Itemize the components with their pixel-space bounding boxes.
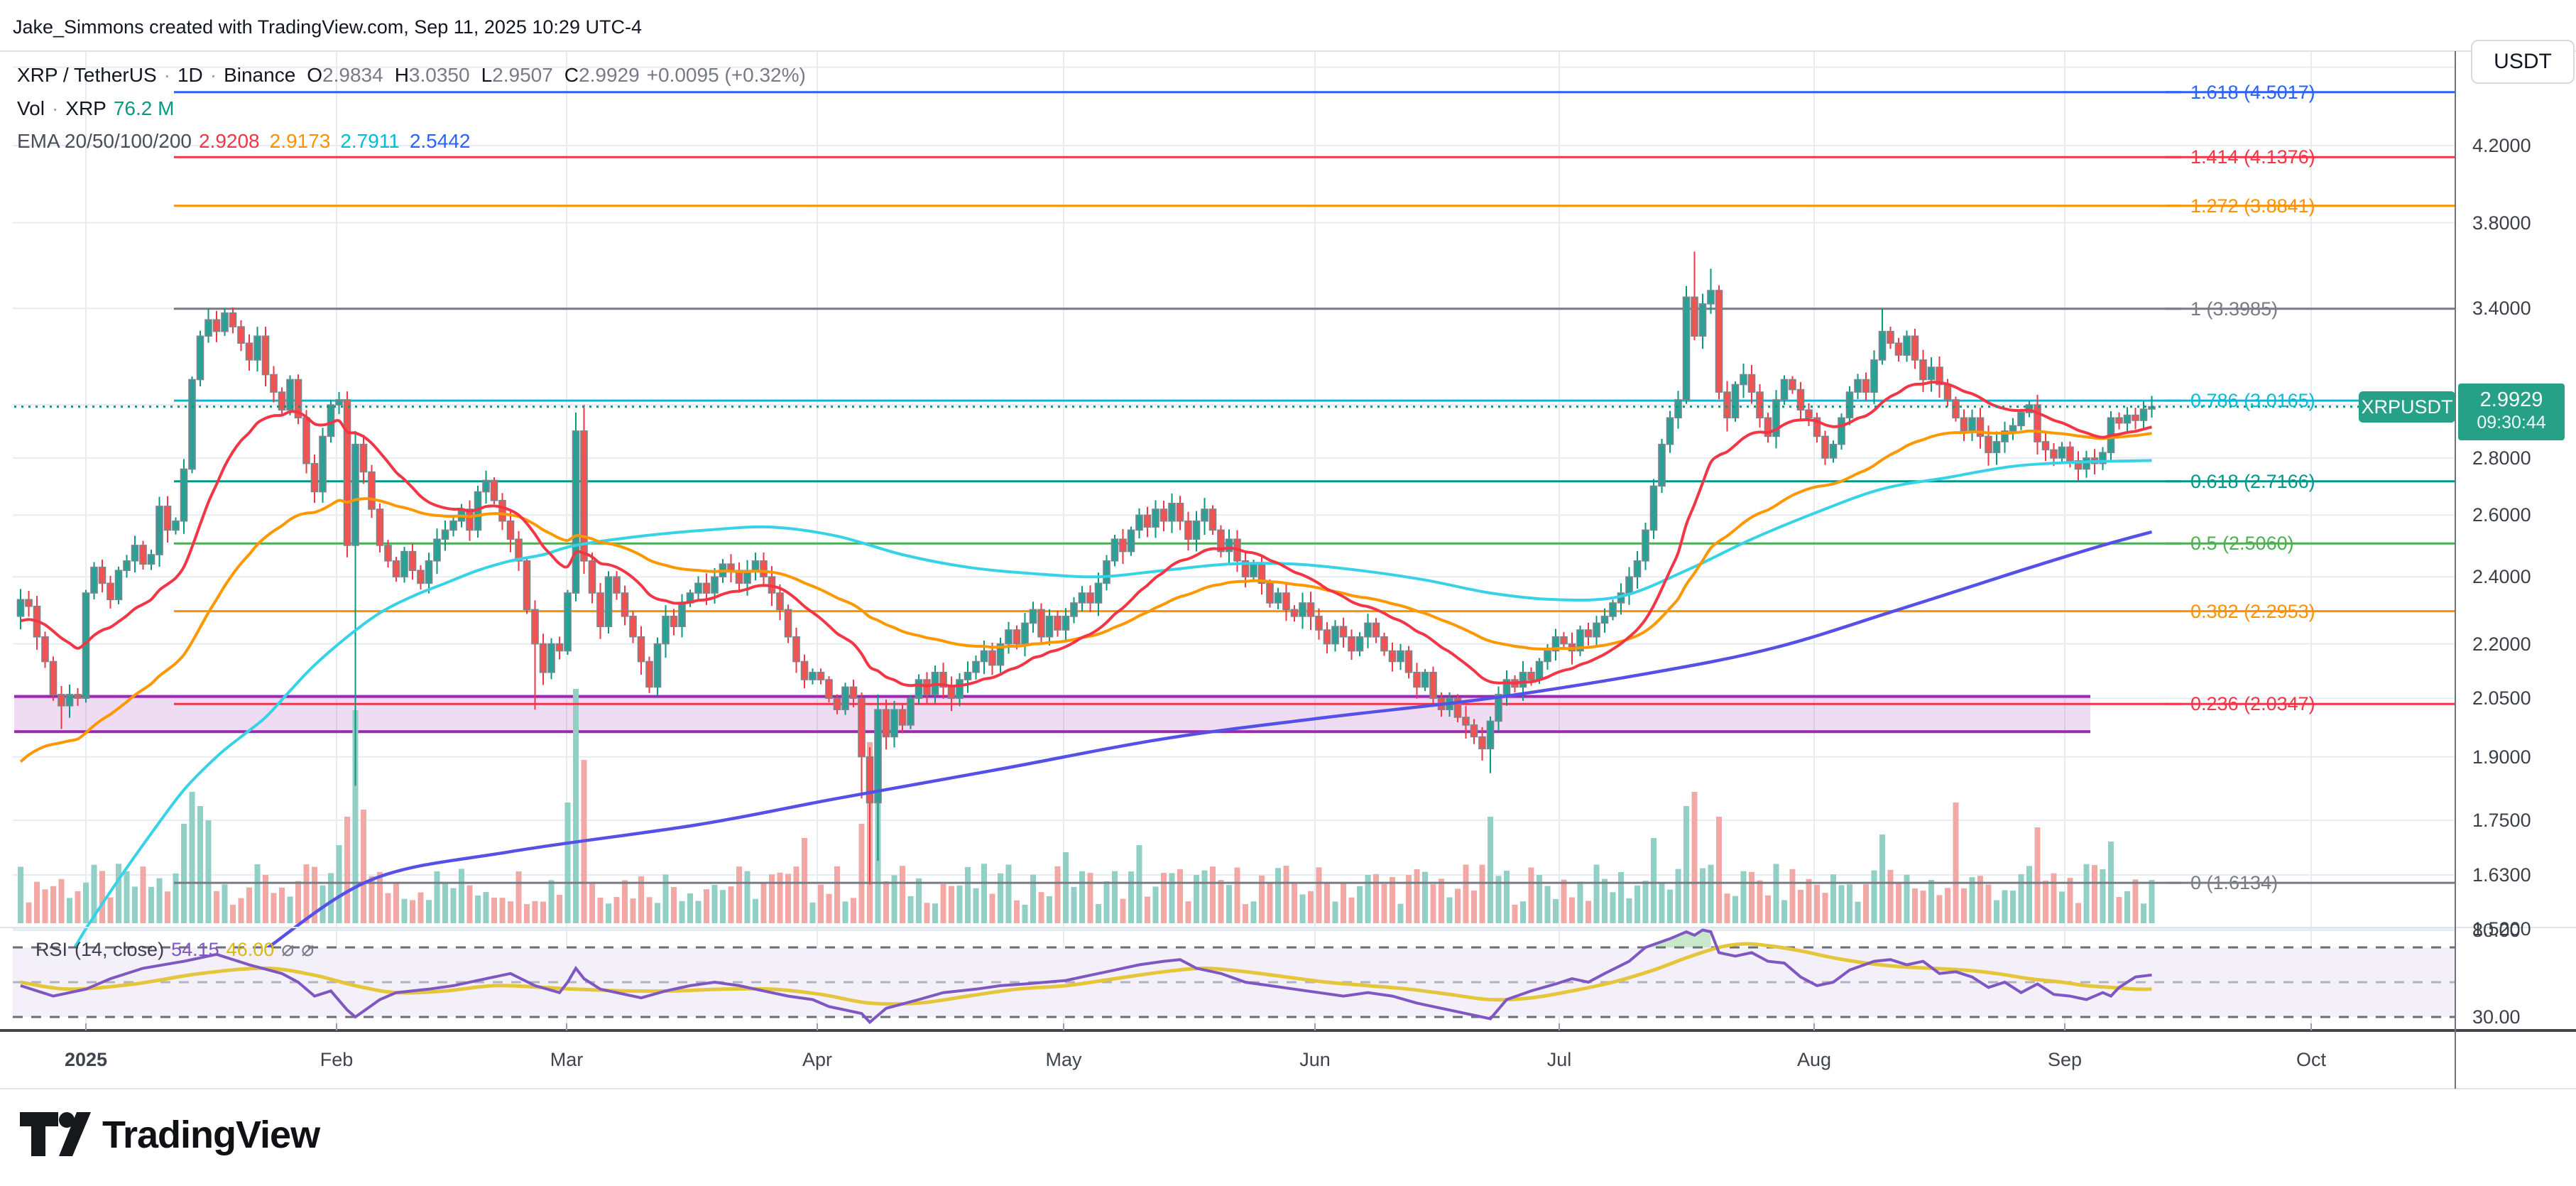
fib-level-label: 0 (1.6134) — [2190, 872, 2278, 894]
change-value: +0.0095 (+0.32%) — [646, 64, 806, 86]
interval-label: 1D — [177, 64, 203, 86]
ema-legend[interactable]: EMA 20/50/100/200 2.9208 2.9173 2.7911 2.54… — [17, 130, 470, 153]
ema-value: 2.5442 — [409, 130, 471, 152]
price-tick: 1.9000 — [2472, 746, 2531, 768]
attribution-text: Jake_Simmons created with TradingView.co… — [13, 16, 642, 38]
rsi-pane[interactable] — [13, 928, 2455, 1025]
volume-legend[interactable]: Vol · XRP 76.2 M — [17, 97, 174, 120]
price-tick: 2.4000 — [2472, 566, 2531, 588]
symbol-price-flag[interactable]: XRPUSDT — [2359, 391, 2455, 423]
fib-level-label: 1.618 (4.5017) — [2190, 81, 2315, 103]
countdown-timer: 09:30:44 — [2477, 413, 2546, 432]
fib-level-label: 0.786 (3.0165) — [2190, 390, 2315, 412]
volume-symbol: XRP — [65, 97, 107, 119]
price-tick: 1.6300 — [2472, 864, 2531, 886]
open-value: O2.9834 — [307, 64, 383, 86]
rsi-settings-icon[interactable]: ⌀ — [281, 937, 295, 961]
rsi-tick: 80.00 — [2472, 919, 2521, 941]
fib-level-label: 1.272 (3.8841) — [2190, 195, 2315, 217]
rsi-legend[interactable]: RSI (14, close) 54.15 46.00 ⌀ ⌀ — [36, 938, 314, 961]
separator-dot: · — [209, 64, 217, 86]
rsi-params: (14, close) — [75, 939, 165, 960]
price-tick: 3.8000 — [2472, 212, 2531, 234]
ema-label: EMA 20/50/100/200 — [17, 130, 192, 152]
fib-level-label: 0.618 (2.7166) — [2190, 470, 2315, 492]
ema-value: 2.9173 — [269, 130, 331, 152]
separator-dot: · — [163, 64, 170, 86]
time-axis-label: Aug — [1796, 1049, 1832, 1070]
low-value: L2.9507 — [481, 64, 553, 86]
rsi-value: 54.15 — [171, 939, 219, 960]
last-price-box: 2.9929 09:30:44 — [2458, 383, 2565, 440]
fib-level-label: 1 (3.3985) — [2190, 298, 2278, 320]
exchange-label: Binance — [224, 64, 296, 86]
ema-value: 2.7911 — [340, 130, 400, 152]
rsi-eye-icon[interactable]: ⌀ — [301, 937, 315, 961]
candlesticks — [16, 251, 2156, 885]
high-value: H3.0350 — [394, 64, 470, 86]
volume-bars — [18, 689, 2155, 923]
price-tick: 3.4000 — [2472, 298, 2531, 320]
time-axis-label: Sep — [2047, 1049, 2083, 1070]
time-axis-label: May — [1045, 1049, 1082, 1070]
price-tick: 1.5200 — [2472, 918, 2531, 940]
time-axis-label: 2025 — [64, 1049, 108, 1070]
rsi-label: RSI — [36, 939, 68, 960]
currency-toggle-button[interactable]: USDT — [2471, 40, 2575, 84]
symbol-legend[interactable]: XRP / TetherUS · 1D · Binance O2.9834 H3… — [17, 64, 806, 87]
time-axis-label: Feb — [320, 1049, 354, 1070]
fib-level-label: 0.5 (2.5060) — [2190, 533, 2294, 555]
price-tick: 1.7500 — [2472, 809, 2531, 831]
fib-level-label: 0.382 (2.2953) — [2190, 600, 2315, 622]
symbol-name: XRP / TetherUS — [17, 64, 157, 86]
tradingview-logo[interactable]: TradingView — [20, 1112, 320, 1158]
price-tick: 2.0500 — [2472, 687, 2531, 709]
fib-level-label: 0.236 (2.0347) — [2190, 693, 2315, 715]
volume-label: Vol — [17, 97, 45, 119]
time-axis-label: Jun — [1299, 1049, 1331, 1070]
tradingview-logo-mark — [20, 1112, 91, 1156]
fib-level-label: 1.414 (4.1376) — [2190, 146, 2315, 168]
time-axis-label: Mar — [550, 1049, 584, 1070]
ema-value: 2.9208 — [198, 130, 260, 152]
price-tick: 2.8000 — [2472, 447, 2531, 469]
time-axis-label: Apr — [802, 1049, 833, 1070]
ema-lines — [19, 381, 2153, 972]
volume-value: 76.2 M — [113, 97, 175, 119]
separator-dot: · — [51, 97, 59, 119]
ema-values: 2.9208 2.9173 2.7911 2.5442 — [199, 130, 470, 153]
tradingview-logo-text: TradingView — [102, 1114, 320, 1156]
rsi-tick: 30.00 — [2472, 1006, 2521, 1028]
rsi-ma-value: 46.00 — [226, 939, 275, 960]
fib-extension-lines[interactable] — [174, 91, 2455, 884]
time-axis-label: Jul — [1546, 1049, 1572, 1070]
pane-borders — [0, 50, 2576, 1089]
close-value: C2.9929 — [564, 64, 640, 86]
price-tick: 4.2000 — [2472, 135, 2531, 156]
time-axis-label: Oct — [2296, 1049, 2326, 1070]
support-zone[interactable] — [14, 695, 2090, 734]
price-tick: 2.2000 — [2472, 633, 2531, 655]
price-tick: 2.6000 — [2472, 504, 2531, 526]
last-price: 2.9929 — [2479, 388, 2543, 411]
